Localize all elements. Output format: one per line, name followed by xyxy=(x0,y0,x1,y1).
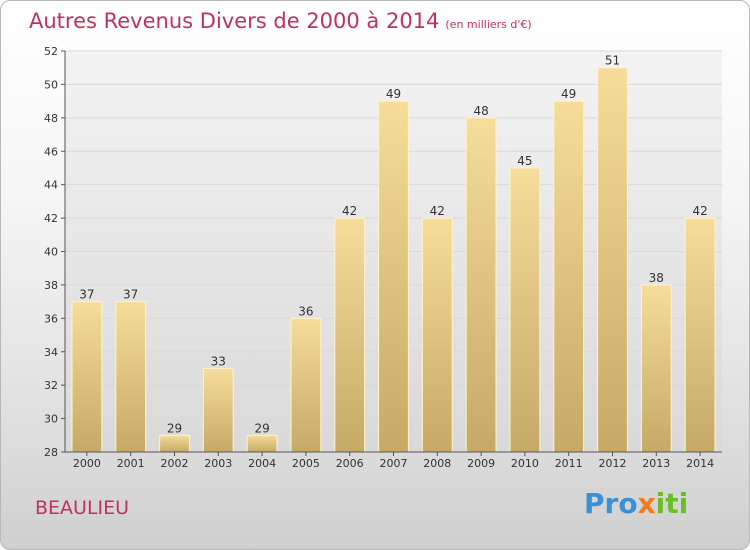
bar-2010 xyxy=(509,167,541,453)
y-tick-label: 46 xyxy=(44,145,58,158)
bar-2014 xyxy=(684,217,716,453)
chart-title: Autres Revenus Divers de 2000 à 2014 (en … xyxy=(29,9,532,33)
y-tick-label: 44 xyxy=(44,179,58,192)
value-label: 42 xyxy=(430,204,445,218)
x-tick-label: 2011 xyxy=(555,457,583,470)
x-tick-label: 2007 xyxy=(380,457,408,470)
y-tick-label: 50 xyxy=(44,78,58,91)
bar-2009 xyxy=(465,117,497,453)
value-label: 36 xyxy=(298,304,313,318)
value-label: 29 xyxy=(254,421,269,435)
proxiti-logo[interactable]: Proxiti xyxy=(584,487,688,520)
y-tick-label: 40 xyxy=(44,246,58,259)
x-tick-label: 2003 xyxy=(204,457,232,470)
x-tick-label: 2002 xyxy=(161,457,189,470)
y-tick-label: 42 xyxy=(44,212,58,225)
bar-2012 xyxy=(597,67,628,453)
x-tick-label: 2008 xyxy=(423,457,451,470)
chart-title-text: Autres Revenus Divers de 2000 à 2014 xyxy=(29,9,440,33)
chart-unit: (en milliers d'€) xyxy=(445,18,532,31)
bar-2011 xyxy=(553,100,585,453)
location-label: BEAULIEU xyxy=(35,497,130,519)
bar-2005 xyxy=(290,317,322,453)
y-tick-label: 48 xyxy=(44,112,58,125)
x-tick-label: 2012 xyxy=(599,457,627,470)
bar-2013 xyxy=(640,284,672,453)
y-tick-label: 36 xyxy=(44,312,58,325)
value-label: 42 xyxy=(692,204,707,218)
value-label: 48 xyxy=(473,104,488,118)
x-tick-label: 2009 xyxy=(467,457,495,470)
value-label: 37 xyxy=(123,288,138,302)
x-tick-label: 2001 xyxy=(117,457,145,470)
x-tick-label: 2006 xyxy=(336,457,364,470)
value-label: 37 xyxy=(79,288,94,302)
logo-part-2: x xyxy=(637,487,656,520)
bar-2001 xyxy=(115,301,147,453)
x-tick-label: 2014 xyxy=(686,457,714,470)
y-tick-label: 52 xyxy=(44,45,58,58)
bar-2004 xyxy=(246,434,278,453)
x-tick-label: 2000 xyxy=(73,457,101,470)
y-tick-label: 28 xyxy=(44,446,58,459)
bar-2003 xyxy=(202,367,234,453)
bar-2006 xyxy=(334,217,366,453)
value-label: 49 xyxy=(386,87,401,101)
y-tick-label: 38 xyxy=(44,279,58,292)
bar-2008 xyxy=(421,217,453,453)
bar-2000 xyxy=(71,301,103,453)
value-label: 33 xyxy=(211,354,226,368)
logo-part-1: Pro xyxy=(584,487,638,520)
bar-2002 xyxy=(159,434,190,453)
value-label: 45 xyxy=(517,154,532,168)
x-tick-label: 2005 xyxy=(292,457,320,470)
value-label: 51 xyxy=(605,54,620,68)
y-tick-label: 32 xyxy=(44,379,58,392)
bar-2007 xyxy=(378,100,409,453)
y-tick-label: 34 xyxy=(44,346,58,359)
bars: 37 37 29 33 29 36 42 49 42 48 45 49 51 38 42 xyxy=(71,54,716,453)
axes: 28 30 32 34 36 38 40 42 44 46 48 50 52 2000 2001 2002 20… xyxy=(44,45,722,470)
x-tick-label: 2013 xyxy=(642,457,670,470)
value-label: 42 xyxy=(342,204,357,218)
value-label: 38 xyxy=(649,271,664,285)
value-label: 29 xyxy=(167,421,182,435)
x-tick-label: 2010 xyxy=(511,457,539,470)
logo-part-3: iti xyxy=(655,487,689,520)
x-tick-label: 2004 xyxy=(248,457,276,470)
y-tick-label: 30 xyxy=(44,413,58,426)
value-label: 49 xyxy=(561,87,576,101)
